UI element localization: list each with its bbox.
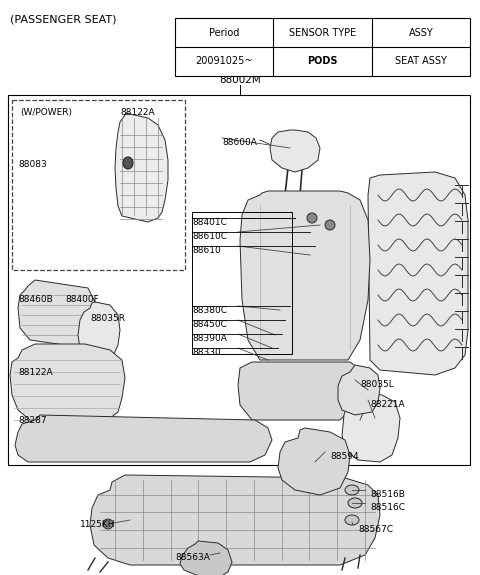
Ellipse shape xyxy=(123,157,133,169)
Text: Period: Period xyxy=(209,28,240,37)
Ellipse shape xyxy=(345,485,359,495)
Circle shape xyxy=(103,519,113,529)
Polygon shape xyxy=(115,113,168,222)
Text: 88400F: 88400F xyxy=(65,295,99,304)
Text: 88610: 88610 xyxy=(192,246,221,255)
Polygon shape xyxy=(368,172,468,375)
Text: PODS: PODS xyxy=(307,56,338,67)
Circle shape xyxy=(307,213,317,223)
Polygon shape xyxy=(270,130,320,172)
Polygon shape xyxy=(18,280,100,348)
Text: 88122A: 88122A xyxy=(120,108,155,117)
Text: 88002M: 88002M xyxy=(219,75,261,85)
Text: 88567C: 88567C xyxy=(358,525,393,534)
Text: 88460B: 88460B xyxy=(18,295,53,304)
Text: 88390A: 88390A xyxy=(192,334,227,343)
Bar xyxy=(175,18,470,76)
Text: 88330: 88330 xyxy=(192,348,221,357)
Text: 88563A: 88563A xyxy=(175,553,210,562)
Text: 88287: 88287 xyxy=(18,416,47,425)
Text: 88450C: 88450C xyxy=(192,320,227,329)
Polygon shape xyxy=(180,541,232,575)
Text: 1125KH: 1125KH xyxy=(80,520,116,529)
Polygon shape xyxy=(342,392,400,462)
Text: 88516B: 88516B xyxy=(370,490,405,499)
Polygon shape xyxy=(238,362,360,420)
Text: SENSOR TYPE: SENSOR TYPE xyxy=(289,28,356,37)
Polygon shape xyxy=(78,302,120,364)
Bar xyxy=(192,212,292,354)
Bar xyxy=(12,100,185,270)
Text: 88083: 88083 xyxy=(18,160,47,169)
Text: 88401C: 88401C xyxy=(192,218,227,227)
Text: (W/POWER): (W/POWER) xyxy=(20,108,72,117)
Bar xyxy=(8,95,470,465)
Polygon shape xyxy=(338,365,380,415)
Text: (PASSENGER SEAT): (PASSENGER SEAT) xyxy=(10,14,117,24)
Text: 88516C: 88516C xyxy=(370,503,405,512)
Polygon shape xyxy=(90,475,380,565)
Ellipse shape xyxy=(345,515,359,525)
Text: 88035L: 88035L xyxy=(360,380,394,389)
Circle shape xyxy=(325,220,335,230)
Polygon shape xyxy=(240,191,370,360)
Text: ASSY: ASSY xyxy=(408,28,433,37)
Text: 88610C: 88610C xyxy=(192,232,227,241)
Text: 88380C: 88380C xyxy=(192,306,227,315)
Ellipse shape xyxy=(348,498,362,508)
Polygon shape xyxy=(278,428,350,495)
Text: 88035R: 88035R xyxy=(90,314,125,323)
Text: 88122A: 88122A xyxy=(18,368,53,377)
Text: 88221A: 88221A xyxy=(370,400,405,409)
Polygon shape xyxy=(15,415,272,462)
Text: 88594: 88594 xyxy=(330,452,359,461)
Text: 20091025~: 20091025~ xyxy=(195,56,253,67)
Text: 88600A: 88600A xyxy=(222,138,257,147)
Polygon shape xyxy=(10,344,125,428)
Text: SEAT ASSY: SEAT ASSY xyxy=(395,56,447,67)
